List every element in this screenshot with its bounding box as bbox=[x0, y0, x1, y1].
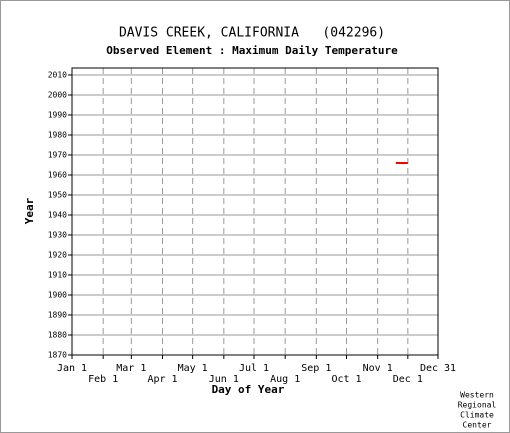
x-axis-label: Day of Year bbox=[212, 383, 285, 396]
plot-border bbox=[71, 67, 439, 356]
y-tick-label: 1940 bbox=[48, 211, 67, 220]
y-tick-label: 1970 bbox=[48, 151, 67, 160]
y-tick-label: 2000 bbox=[48, 91, 67, 100]
x-tick-label: Jul 1 bbox=[239, 363, 269, 374]
y-tick-label: 1950 bbox=[48, 191, 67, 200]
credit: Center bbox=[463, 421, 492, 430]
y-tick-label: 2010 bbox=[48, 71, 67, 80]
y-tick-label: 1980 bbox=[48, 131, 67, 140]
x-tick-label: Dec 1 bbox=[393, 374, 423, 385]
y-tick-label: 1880 bbox=[48, 331, 67, 340]
x-tick-label: Mar 1 bbox=[116, 363, 146, 374]
y-tick-label: 1960 bbox=[48, 171, 67, 180]
credit: Regional bbox=[458, 401, 497, 410]
y-tick-label: 1890 bbox=[48, 311, 67, 320]
x-tick-label: May 1 bbox=[178, 363, 208, 374]
x-tick-label: Nov 1 bbox=[363, 363, 393, 374]
x-tick-label: Dec 31 bbox=[420, 363, 456, 374]
x-tick-label: Aug 1 bbox=[270, 374, 300, 385]
chart-title: DAVIS CREEK, CALIFORNIA (042296) bbox=[119, 26, 385, 41]
chart-subtitle: Observed Element : Maximum Daily Tempera… bbox=[106, 44, 398, 57]
y-tick-label: 1900 bbox=[48, 291, 67, 300]
x-tick-label: Apr 1 bbox=[147, 374, 177, 385]
x-tick-label: Jan 1 bbox=[57, 363, 87, 374]
x-tick-label: Feb 1 bbox=[88, 374, 118, 385]
x-tick-label: Jun 1 bbox=[209, 374, 239, 385]
y-tick-label: 1930 bbox=[48, 231, 67, 240]
y-tick-label: 1910 bbox=[48, 271, 67, 280]
credit: Western bbox=[460, 391, 494, 400]
y-tick-label: 1990 bbox=[48, 111, 67, 120]
credit: Climate bbox=[460, 411, 494, 420]
y-tick-label: 1870 bbox=[48, 351, 67, 360]
y-tick-label: 1920 bbox=[48, 251, 67, 260]
x-tick-label: Sep 1 bbox=[301, 363, 331, 374]
x-tick-label: Oct 1 bbox=[331, 374, 361, 385]
y-axis-label: Year bbox=[23, 197, 36, 224]
